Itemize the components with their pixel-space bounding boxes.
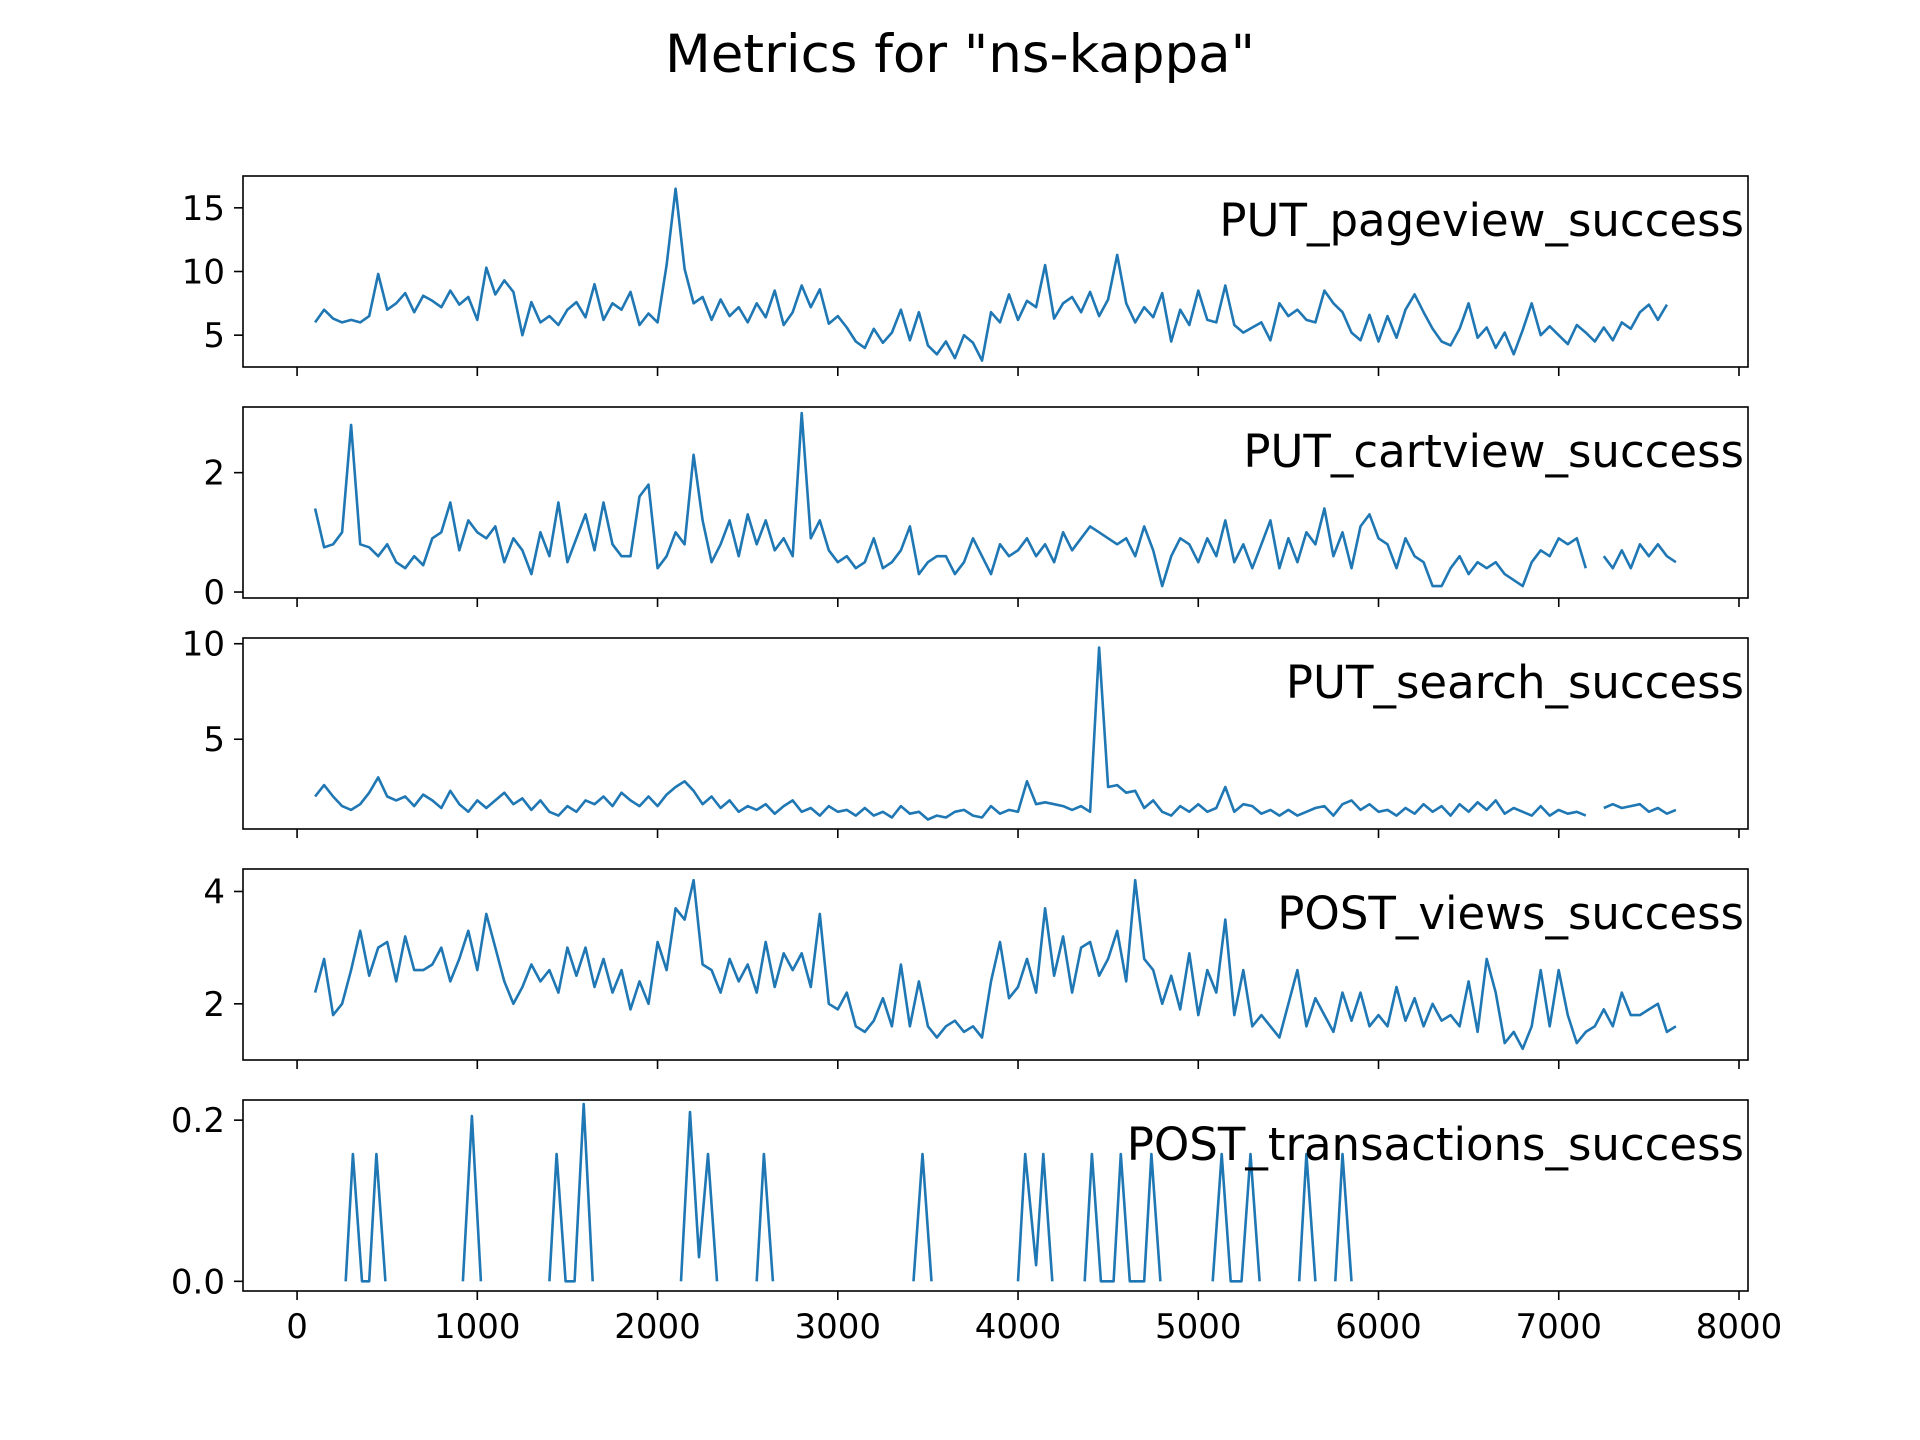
y-tick-label: 2 — [203, 454, 225, 494]
series-line-1 — [314, 646, 1587, 821]
series-line-5 — [679, 1110, 719, 1282]
series-line-1 — [313, 878, 1677, 1051]
subplot-title: PUT_pageview_success — [1219, 194, 1744, 247]
series-line-12 — [1334, 1152, 1353, 1282]
subplot-2: 0 2 PUT_cartview_success — [203, 406, 1749, 613]
series-line-1 — [313, 411, 1588, 588]
subplot-4: 2 4 POST_views_success — [203, 868, 1749, 1069]
subplot-5: 0 1000 2000 3000 4000 5000 6000 7000 8000 0.0 0.2 P… — [171, 1099, 1783, 1347]
series-line-1 — [314, 187, 1669, 362]
figure-title: Metrics for "ns-kappa" — [665, 24, 1255, 85]
series-line-4 — [548, 1102, 594, 1283]
series-line-10 — [1211, 1152, 1261, 1283]
x-tick-label: 6000 — [1335, 1307, 1422, 1347]
subplot-3: 5 10 PUT_search_success — [182, 625, 1749, 838]
y-tick-label: 5 — [203, 720, 225, 760]
y-tick-label: 0.0 — [171, 1262, 225, 1302]
series-line-7 — [912, 1152, 933, 1282]
axes-frame — [242, 868, 1749, 1061]
series-line-8 — [1016, 1152, 1054, 1282]
subplot-title: POST_views_success — [1277, 887, 1744, 940]
x-tick-label: 8000 — [1696, 1307, 1783, 1347]
axes-frame — [242, 406, 1749, 599]
axes-frame — [242, 637, 1749, 830]
subplot-title: PUT_search_success — [1286, 656, 1744, 709]
y-tick-label: 4 — [203, 872, 225, 912]
series-line-2 — [1603, 802, 1677, 815]
y-tick-label: 2 — [203, 985, 225, 1025]
series-line-2 — [344, 1152, 387, 1283]
subplot-title: POST_transactions_success — [1127, 1118, 1744, 1171]
axes-frame — [242, 1099, 1749, 1292]
subplots: 5 10 15 PUT_pageview_success 0 2 PUT_cartview_… — [171, 175, 1783, 1347]
subplot-1: 5 10 15 PUT_pageview_success — [182, 175, 1749, 376]
y-tick-label: 0 — [203, 573, 225, 613]
plot-area — [243, 176, 1748, 367]
series-line-2 — [1602, 543, 1677, 570]
subplot-title: PUT_cartview_success — [1243, 425, 1744, 478]
x-tick-label: 4000 — [975, 1307, 1062, 1347]
y-tick-label: 0.2 — [171, 1101, 225, 1141]
y-tick-label: 5 — [203, 316, 225, 356]
x-tick-label: 7000 — [1515, 1307, 1602, 1347]
series-line-11 — [1297, 1152, 1317, 1282]
x-tick-label: 0 — [286, 1307, 308, 1347]
x-tick-label: 1000 — [434, 1307, 521, 1347]
x-tick-label: 5000 — [1155, 1307, 1242, 1347]
plot-area — [243, 638, 1748, 829]
series-line-6 — [755, 1152, 775, 1282]
y-tick-label: 15 — [182, 189, 225, 229]
y-tick-label: 10 — [182, 625, 225, 665]
x-tick-label: 2000 — [614, 1307, 701, 1347]
series-line-3 — [461, 1114, 483, 1282]
y-tick-label: 10 — [182, 253, 225, 293]
plot-area — [243, 1100, 1748, 1291]
x-tick-label: 3000 — [795, 1307, 882, 1347]
series-line-9 — [1083, 1152, 1162, 1283]
